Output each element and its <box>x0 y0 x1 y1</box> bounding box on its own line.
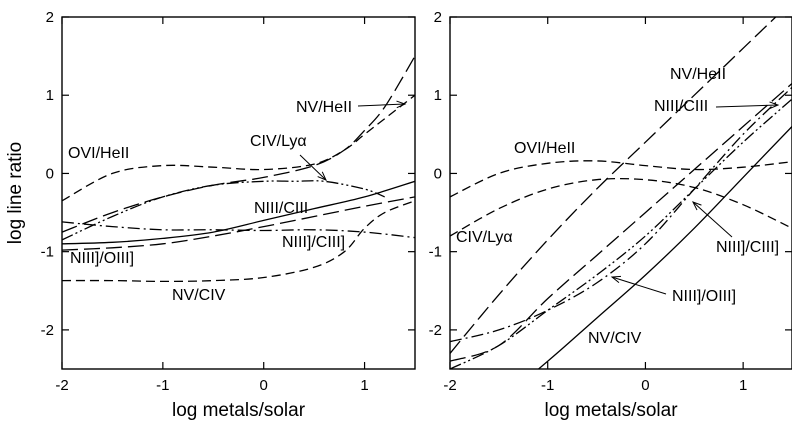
x-axis-title: log metals/solar <box>544 400 678 421</box>
series-group <box>450 17 792 369</box>
x-tick-label: 0 <box>641 377 649 394</box>
series-label: NIII/CIII <box>654 98 708 115</box>
label-arrow-head <box>769 101 780 110</box>
series-label: NV/CIV <box>172 287 226 304</box>
y-tick-label: -1 <box>429 244 442 261</box>
chart-panels: -2 -1 0 1 -2 -1 0 1 2 log metals/solar log line ra… <box>5 9 792 421</box>
series-line-niii-ciii- <box>62 221 415 239</box>
series-line-nv-civ <box>537 126 792 369</box>
y-tick-label: 2 <box>434 9 442 26</box>
x-tick-label: -1 <box>541 377 554 394</box>
x-tick-label: 1 <box>739 377 747 394</box>
plot-frame <box>61 16 416 370</box>
series-line-nv-heii <box>450 17 777 354</box>
chart-panel-2: -2 -1 0 1 -2 -1 0 1 2 log metals/solar NV/HeII OVI/… <box>429 9 792 421</box>
plot-frame <box>449 16 792 370</box>
series-label: CIV/Lyα <box>456 229 513 246</box>
x-tick-label: -2 <box>55 377 68 394</box>
series-label: NIII/CIII <box>254 200 308 217</box>
y-tick-label: 0 <box>434 165 442 182</box>
label-arrow-line <box>299 154 327 181</box>
x-tick-label: 1 <box>360 377 368 394</box>
series-line-niii-oiii- <box>450 98 792 369</box>
x-axis-title: log metals/solar <box>172 400 306 421</box>
series-label: NV/CIV <box>588 330 642 347</box>
label-arrow-head <box>317 171 327 181</box>
series-line-nv-civ <box>62 200 415 283</box>
series-label: OVI/HeII <box>68 145 129 162</box>
y-tick-label: -2 <box>429 322 442 339</box>
y-tick-label: 0 <box>46 165 54 182</box>
series-label: CIV/Lyα <box>250 133 307 150</box>
y-tick-label: -1 <box>41 244 54 261</box>
x-tick-label: 0 <box>260 377 268 394</box>
series-label: NIII]/OIII] <box>70 250 134 267</box>
y-tick-label: 2 <box>46 9 54 26</box>
y-axis-title: log line ratio <box>5 142 26 244</box>
chart-panel-1: -2 -1 0 1 -2 -1 0 1 2 log metals/solar log line ra… <box>5 9 416 421</box>
series-line-niii-ciii <box>450 83 792 362</box>
label-arrow-line <box>611 276 667 295</box>
series-label: NV/HeII <box>296 99 352 116</box>
series-line-civ-ly- <box>62 180 385 241</box>
series-line-niii-oiii- <box>62 196 415 251</box>
y-tick-label: 1 <box>434 87 442 104</box>
series-line-niii-ciii- <box>450 86 792 343</box>
label-arrow-head <box>691 201 702 211</box>
label-arrow-line <box>715 104 779 108</box>
series-label: NV/HeII <box>670 66 726 83</box>
y-tick-label: -2 <box>41 322 54 339</box>
x-tick-label: -2 <box>443 377 456 394</box>
series-label: OVI/HeII <box>514 140 575 157</box>
series-line-niii-ciii <box>62 180 415 245</box>
x-tick-label: -1 <box>156 377 169 394</box>
series-line-nv-heii <box>62 55 415 233</box>
label-arrow-line <box>357 103 406 107</box>
series-label: NIII]/CIII] <box>282 234 345 251</box>
series-label: NIII]/CIII] <box>716 239 779 256</box>
series-line-ovi-heii <box>450 160 792 198</box>
series-label: NIII]/OIII] <box>672 288 736 305</box>
label-arrow-head <box>396 100 407 109</box>
label-arrow-line <box>692 201 733 238</box>
label-arrow-head <box>610 275 622 284</box>
series-group <box>62 55 415 283</box>
y-tick-label: 1 <box>46 87 54 104</box>
series-line-civ-ly- <box>450 177 792 237</box>
